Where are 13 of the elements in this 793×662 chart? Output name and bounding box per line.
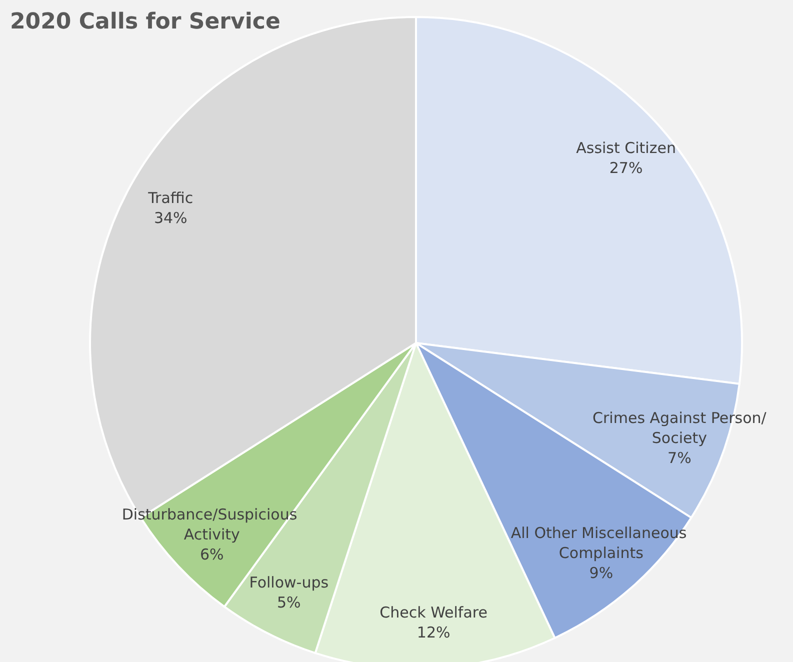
data-label: 27% (609, 158, 643, 177)
slice-label: Follow-ups (249, 573, 329, 592)
data-label: 12% (416, 623, 450, 642)
slice-label: Check Welfare (380, 603, 488, 622)
slice-label: Traffic (147, 189, 194, 208)
data-label: 9% (589, 564, 614, 582)
data-label: 6% (200, 546, 224, 564)
data-label: 7% (668, 448, 692, 467)
data-label: 5% (276, 593, 301, 612)
slice-label: Assist Citizen (576, 138, 676, 157)
chart-title: 2020 Calls for Service (10, 10, 280, 34)
data-label: 34% (154, 209, 188, 228)
slice-label: Crimes Against Person/Society (592, 408, 768, 447)
